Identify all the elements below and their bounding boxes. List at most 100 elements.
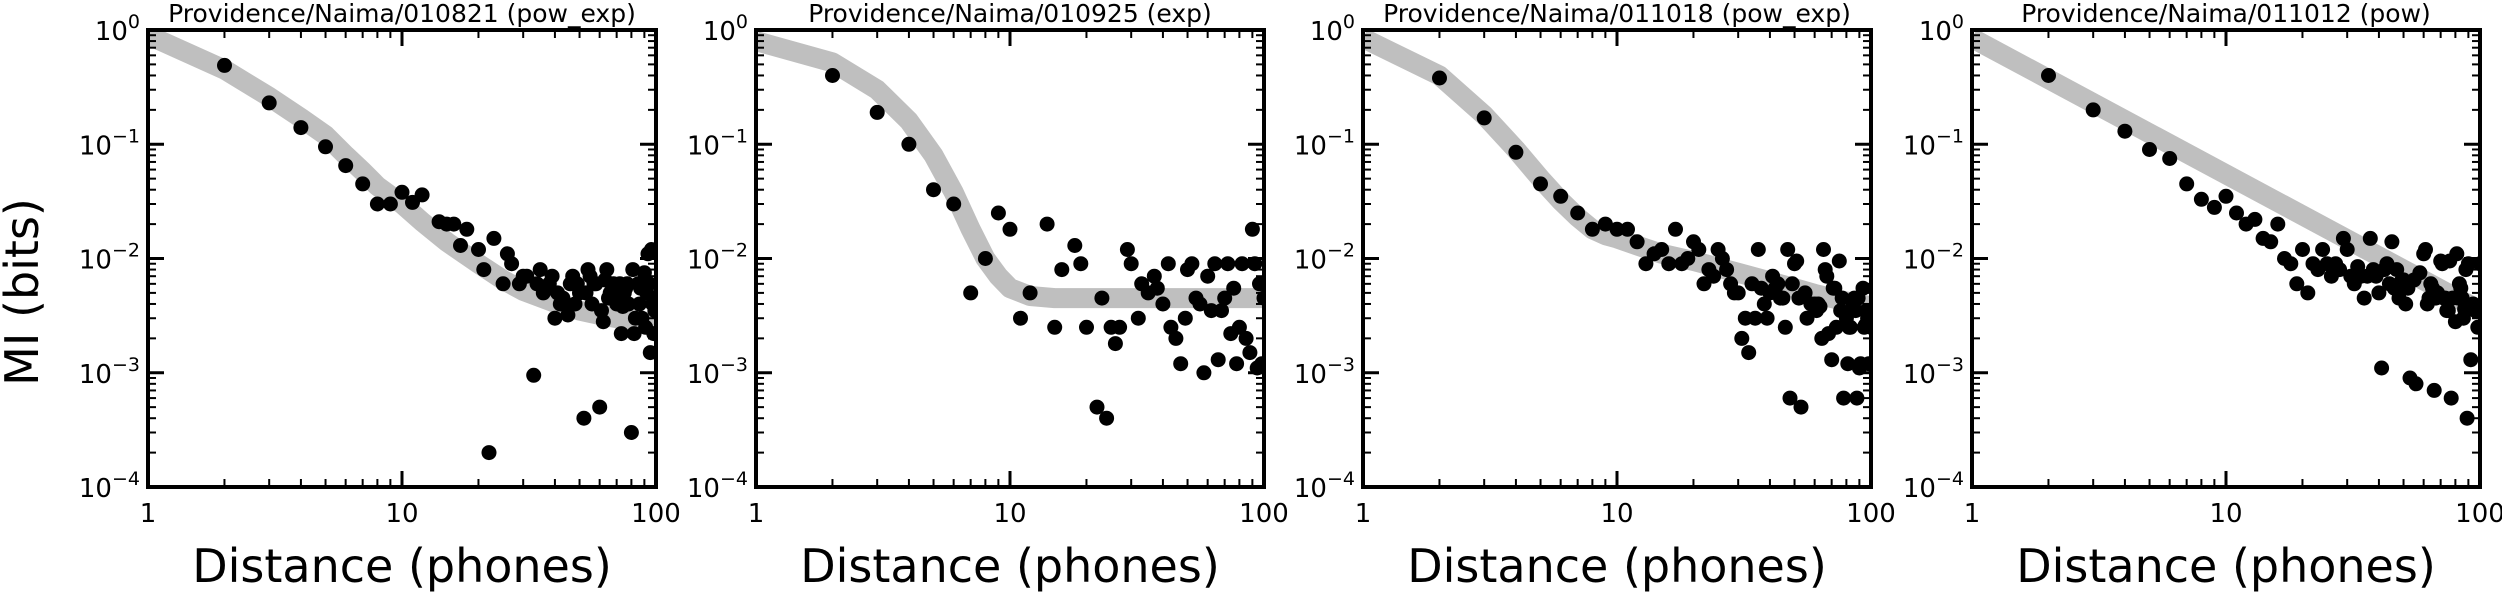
y-tick-label: 10−1 [687, 125, 748, 161]
data-point [1254, 356, 1264, 372]
data-point [2193, 191, 2209, 207]
data-point [595, 314, 611, 330]
data-point [1668, 221, 1683, 237]
data-point [1112, 319, 1128, 335]
data-point [519, 268, 535, 284]
y-tick-label: 10−3 [79, 354, 140, 390]
data-point [1073, 256, 1089, 272]
data-point [1831, 253, 1847, 269]
y-tick-exponent: −1 [720, 125, 748, 147]
data-point [625, 262, 641, 278]
y-tick-exponent: 0 [128, 11, 140, 33]
y-tick-label: 10−2 [1903, 240, 1964, 276]
data-point [1620, 221, 1635, 237]
y-tick-label: 10−4 [1294, 468, 1355, 504]
y-tick-label: 10−1 [1903, 125, 1964, 161]
data-point [1553, 188, 1569, 204]
y-tick-exponent: 0 [1952, 11, 1964, 33]
data-point [623, 425, 639, 440]
data-point [1654, 242, 1670, 257]
data-point [646, 326, 656, 342]
y-axis-label: MI (bits) [0, 198, 49, 386]
data-point [1706, 268, 1722, 284]
data-point [1775, 290, 1791, 306]
data-point [1079, 319, 1094, 335]
data-point [2443, 390, 2459, 406]
data-point [481, 445, 497, 461]
data-point [2300, 285, 2316, 301]
data-point [495, 276, 511, 292]
data-point [1609, 221, 1625, 237]
data-point [1119, 242, 1135, 257]
data-point [394, 184, 410, 200]
x-axis-label: Distance (phones) [800, 539, 1220, 593]
x-tick-label: 10 [2209, 499, 2242, 529]
x-axis-label: Distance (phones) [2016, 539, 2436, 593]
y-tick-exponent: −3 [112, 354, 140, 376]
y-tick-base: 10 [1919, 17, 1952, 47]
data-point [1777, 319, 1793, 335]
data-point [2440, 303, 2456, 319]
data-point [1789, 253, 1805, 269]
data-point [1155, 296, 1171, 312]
data-point [1047, 319, 1063, 335]
data-point [2162, 151, 2178, 166]
data-point [1242, 345, 1258, 361]
y-tick-base: 10 [1903, 360, 1936, 390]
data-point [2374, 360, 2390, 376]
data-point [476, 262, 492, 278]
y-tick-exponent: −3 [720, 354, 748, 376]
data-point [1130, 310, 1146, 326]
y-tick-label: 100 [95, 11, 140, 47]
data-point [2463, 352, 2479, 368]
chart-title: Providence/Naima/011012 (pow) [2021, 0, 2431, 28]
x-tick-label: 1 [1355, 499, 1372, 529]
data-point [1234, 256, 1250, 272]
data-point [926, 182, 941, 198]
y-tick-label: 10−4 [687, 468, 748, 504]
data-point [2408, 376, 2424, 392]
x-tick-label: 1 [140, 499, 157, 529]
data-point [2332, 262, 2348, 278]
data-point [293, 120, 309, 136]
y-tick-base: 10 [1310, 17, 1343, 47]
data-point [1099, 410, 1115, 426]
data-point [560, 307, 576, 323]
data-point [2283, 256, 2299, 272]
data-point [613, 326, 629, 342]
data-point [1231, 319, 1247, 335]
data-point [1146, 268, 1162, 284]
data-point [2384, 234, 2400, 250]
data-point [1719, 262, 1735, 278]
data-point [1834, 290, 1850, 306]
data-point [626, 326, 642, 342]
data-point [1849, 390, 1865, 406]
data-point [2206, 199, 2222, 215]
fit-curve [148, 30, 656, 332]
data-point [2412, 265, 2428, 281]
data-point [599, 262, 615, 278]
data-point [2270, 216, 2286, 232]
data-point [1229, 356, 1245, 372]
y-tick-base: 10 [79, 360, 112, 390]
data-point [990, 205, 1006, 221]
data-point [471, 242, 486, 257]
data-point [977, 251, 993, 266]
data-point [2179, 176, 2195, 192]
data-point [1812, 299, 1828, 314]
y-tick-base: 10 [1903, 474, 1936, 504]
y-tick-base: 10 [79, 246, 112, 276]
data-point [1089, 399, 1105, 415]
y-tick-label: 10−1 [79, 125, 140, 161]
y-tick-exponent: 0 [736, 11, 748, 33]
data-point [1734, 330, 1750, 346]
data-point [2398, 296, 2414, 312]
data-point [946, 196, 962, 212]
chart-title: Providence/Naima/010925 (exp) [808, 0, 1212, 28]
data-point [1750, 242, 1766, 257]
data-point [1824, 352, 1840, 368]
data-point [2315, 242, 2331, 257]
data-point [2229, 205, 2244, 221]
